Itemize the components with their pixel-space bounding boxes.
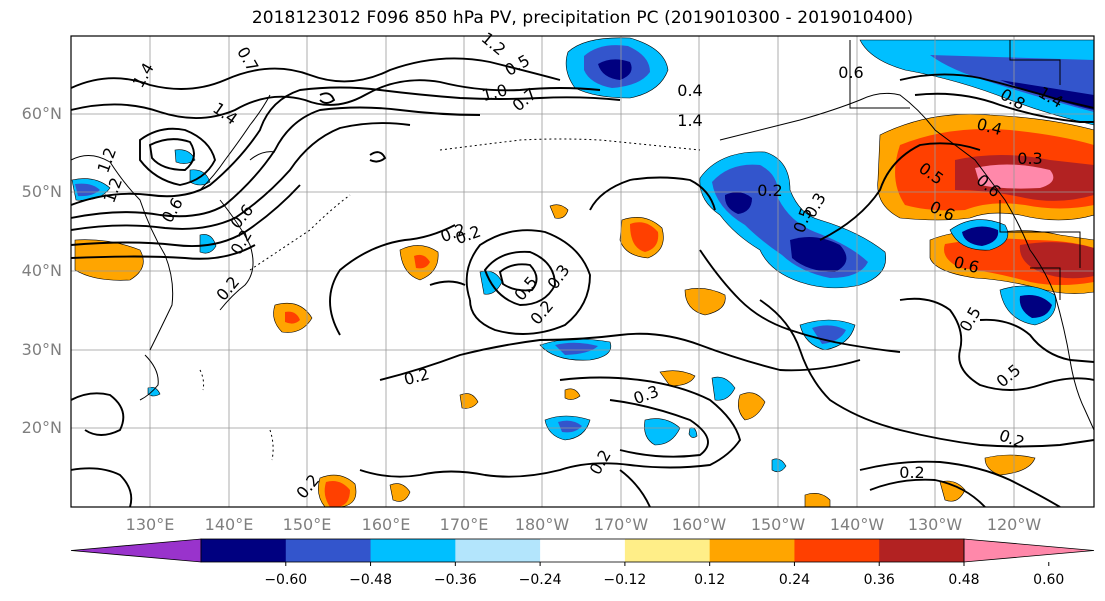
colorbar-tick-label: 0.12	[694, 572, 726, 588]
longitude-label: 160°W	[671, 515, 727, 534]
colorbar-extend-low	[70, 538, 202, 563]
contour-label: 0.3	[631, 382, 661, 409]
longitude-label: 150°E	[282, 515, 332, 534]
latitude-label: 40°N	[21, 261, 62, 280]
colorbar	[70, 538, 1095, 566]
contour-label: 0.3	[1017, 149, 1042, 168]
colorbar-swatch	[624, 539, 711, 562]
colorbar-swatch	[455, 539, 541, 562]
colorbar-tick-label: 0.24	[778, 572, 811, 588]
colorbar-tick-label: −0.60	[264, 572, 308, 588]
contour-label: 1.2	[478, 28, 510, 59]
colorbar-tick-label: 0.60	[1033, 572, 1065, 588]
contour-label: 0.2	[899, 463, 924, 482]
colorbar-swatch	[709, 539, 795, 562]
contour-label: 0.2	[402, 364, 432, 389]
colorbar-tick-label: −0.48	[349, 572, 392, 588]
contour-label: 0.5	[993, 360, 1025, 391]
colorbar-swatch	[879, 539, 965, 562]
contour-label: 0.6	[158, 194, 187, 226]
contour-label: 1.4	[209, 98, 241, 128]
contour-label: 0.2	[757, 181, 782, 200]
contour-label: 0.6	[838, 63, 863, 82]
colorbar-tick-label: 0.48	[948, 572, 980, 588]
longitude-label: 180°W	[514, 515, 570, 534]
latitude-label: 60°N	[21, 104, 62, 123]
coastlines	[71, 40, 1094, 431]
colorbar-swatch	[201, 539, 287, 562]
latitude-label: 20°N	[21, 418, 62, 437]
longitude-label: 170°E	[439, 515, 489, 534]
colorbar-tick-label: −0.12	[603, 572, 647, 588]
contour-label: 0.2	[227, 226, 256, 258]
colorbar-swatch	[370, 539, 456, 562]
map-title: 2018123012 F096 850 hPa PV, precipitatio…	[251, 8, 914, 28]
colorbar-extend-high	[963, 538, 1095, 563]
contour-label: 0.2	[526, 297, 557, 329]
colorbar-tick-label: −0.36	[433, 572, 477, 588]
contour-label: 1.0	[480, 80, 510, 105]
contour-label: 0.2	[212, 273, 243, 305]
colorbar-swatch	[540, 539, 626, 562]
colorbar-tick-label: −0.24	[518, 572, 562, 588]
latitude-label: 50°N	[21, 182, 62, 201]
contour-label: 0.5	[501, 51, 533, 80]
longitude-label: 170°W	[593, 515, 649, 534]
map-gridlines	[71, 36, 1094, 507]
colorbar-tick-label: 0.36	[863, 572, 895, 588]
contour-label: 1.4	[677, 111, 702, 130]
longitude-label: 150°W	[750, 515, 806, 534]
contour-label: 0.4	[677, 81, 702, 100]
colorbar-swatch	[794, 539, 880, 562]
latitude-label: 30°N	[21, 340, 62, 359]
pv-contours	[71, 57, 1094, 507]
longitude-label: 130°W	[907, 515, 963, 534]
contour-label: 0.2	[586, 446, 615, 478]
longitude-label: 140°W	[829, 515, 885, 534]
contour-label: 0.2	[292, 471, 323, 503]
longitude-label: 160°E	[361, 515, 411, 534]
contour-label: 0.2	[997, 426, 1027, 453]
colorbar-frame	[200, 538, 965, 563]
longitude-label: 120°W	[986, 515, 1042, 534]
colorbar-swatch	[285, 539, 372, 562]
map-frame	[70, 35, 1095, 508]
longitude-label: 130°E	[125, 515, 175, 534]
island-chains	[199, 138, 701, 461]
longitude-label: 140°E	[204, 515, 254, 534]
